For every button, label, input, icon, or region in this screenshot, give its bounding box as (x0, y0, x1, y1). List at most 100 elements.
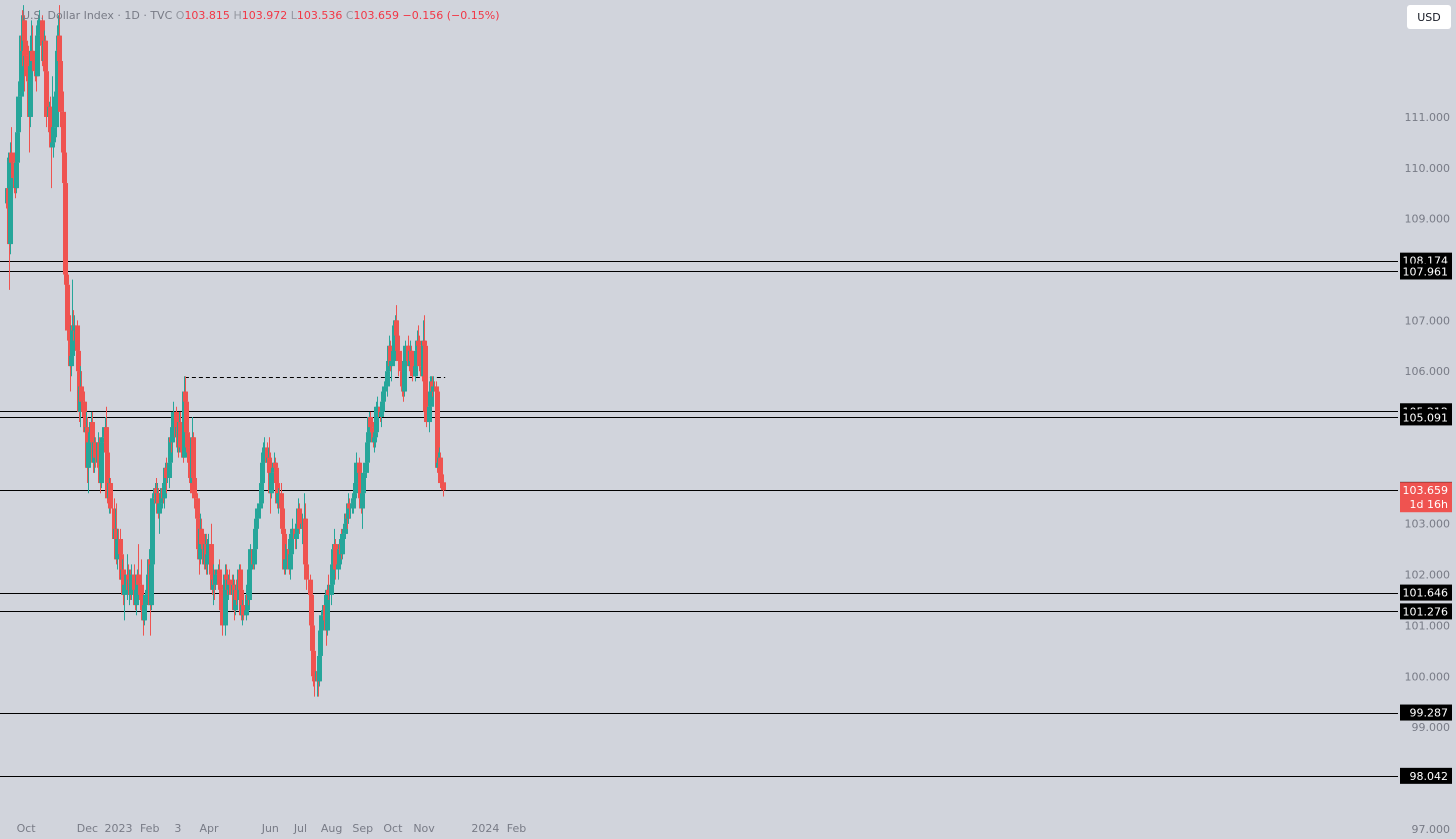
candle-up (205, 554, 210, 565)
candle-down (308, 579, 313, 595)
level-price-tag (1400, 767, 1452, 784)
currency-button[interactable]: USD (1407, 5, 1451, 29)
candle-down (104, 427, 109, 453)
candle-up (142, 605, 147, 621)
y-tick-label: 97.000 (1412, 823, 1451, 836)
candle-down (82, 401, 87, 417)
candle-up (36, 25, 41, 36)
candle-up (354, 462, 359, 484)
candle-up (381, 391, 386, 402)
candle-up (54, 91, 59, 128)
candle-up (171, 411, 176, 428)
x-tick-label: Oct (383, 822, 403, 835)
candle-down (83, 416, 88, 433)
candle-down (30, 50, 35, 62)
candle-down (44, 71, 49, 117)
level-price-tag (1400, 603, 1452, 620)
x-tick-label: 3 (174, 822, 181, 835)
candle-down (63, 183, 68, 275)
bar-countdown-label: 1d 16h (1410, 498, 1448, 511)
candle-up (16, 96, 21, 133)
candle-down (368, 416, 373, 428)
x-tick-label: Feb (140, 822, 159, 835)
candle-down (358, 472, 363, 499)
candle-up (325, 589, 330, 631)
high-label: H (233, 9, 242, 22)
candle-up (162, 483, 167, 499)
level-price-tag (1400, 704, 1452, 721)
y-tick-label: 107.000 (1405, 314, 1451, 327)
candle-down (195, 498, 200, 519)
candle-down (119, 554, 124, 580)
candle-up (244, 610, 249, 616)
candle-up (350, 503, 355, 509)
candle-up (55, 50, 60, 92)
y-tick-label: 100.000 (1405, 670, 1451, 683)
candle-up (402, 361, 407, 392)
candle-up (70, 325, 75, 356)
candle-down (58, 61, 63, 112)
candle-up (223, 574, 228, 626)
candle-down (209, 544, 214, 575)
candle-up (364, 462, 369, 473)
candle-up (329, 584, 334, 595)
candle-down (423, 345, 428, 412)
change-value: −0.156 (−0.15%) (402, 9, 500, 22)
open-label: O (175, 9, 185, 22)
candle-down (435, 391, 440, 468)
x-tick-label: Oct (17, 822, 37, 835)
level-price-label: 101.646 (1403, 587, 1449, 600)
candle-up (170, 427, 175, 443)
candle-up (346, 503, 351, 519)
candle-up (134, 589, 139, 606)
candle-up (379, 411, 384, 417)
candle-down (394, 320, 399, 336)
candle-down (64, 274, 69, 285)
candle-up (403, 345, 408, 362)
candle-down (90, 422, 95, 443)
candle-down (93, 442, 98, 458)
level-price-tag (1400, 584, 1452, 601)
candle-down (227, 579, 232, 585)
candle-up (150, 498, 155, 565)
candle-up (414, 350, 419, 367)
candle-down (65, 284, 70, 331)
candle-down (219, 589, 224, 611)
candle-down (132, 574, 137, 590)
candle-down (43, 40, 48, 72)
candle-up (115, 538, 120, 560)
level-price-label: 107.961 (1403, 265, 1449, 278)
y-tick-label: 110.000 (1405, 162, 1451, 175)
candle-up (35, 35, 40, 77)
candle-up (168, 437, 173, 463)
candle-up (37, 20, 42, 26)
close-value: 103.659 (353, 9, 400, 22)
low-value: 103.536 (296, 9, 343, 22)
candle-down (217, 569, 222, 585)
candle-up (340, 533, 345, 555)
candle-up (392, 325, 397, 362)
candle-down (441, 482, 446, 491)
candle-down (311, 650, 316, 677)
x-tick-label: Apr (199, 822, 219, 835)
candle-down (108, 483, 113, 509)
candle-down (281, 528, 286, 534)
candle-up (352, 493, 357, 499)
candle-down (112, 508, 117, 539)
candle-down (79, 386, 84, 402)
low-label: L (290, 9, 297, 22)
candle-down (178, 422, 183, 448)
last-price-tag (1400, 482, 1452, 513)
candle-up (206, 544, 211, 555)
candle-up (343, 523, 348, 534)
candle-up (290, 528, 295, 534)
candle-down (48, 106, 53, 133)
candle-down (282, 533, 287, 570)
close-label: C (345, 9, 354, 22)
candle-down (62, 152, 67, 184)
candle-up (380, 401, 385, 412)
candle-up (86, 442, 91, 468)
candle-up (247, 569, 252, 601)
